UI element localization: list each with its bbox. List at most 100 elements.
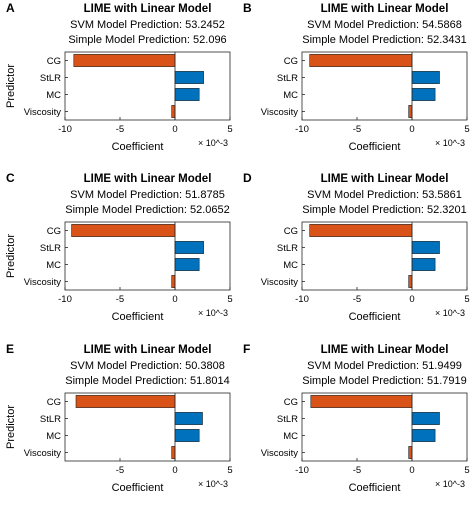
panel-letter: F	[243, 342, 250, 356]
x-axis-label: Coefficient	[112, 141, 164, 153]
chart-title: LIME with Linear Model	[321, 3, 449, 15]
bar-viscosity	[171, 275, 176, 288]
svm-prediction-text: SVM Model Prediction: 50.3808	[70, 360, 225, 372]
x-exponent-label: × 10^-3	[198, 308, 228, 318]
simple-prediction-text: Simple Model Prediction: 51.8014	[65, 375, 229, 387]
axes-box	[301, 392, 468, 462]
svm-prediction-text: SVM Model Prediction: 51.8785	[70, 189, 225, 201]
bar-mc	[174, 88, 200, 101]
y-tick-label: Viscosity	[261, 448, 299, 459]
x-exponent-label: × 10^-3	[198, 479, 228, 489]
chart-title: LIME with Linear Model	[84, 3, 212, 15]
y-tick-label: CG	[47, 226, 61, 237]
chart-title: LIME with Linear Model	[321, 173, 449, 185]
x-tick-label: -5	[353, 465, 361, 476]
x-tick-label: 5	[227, 294, 232, 305]
x-tick-label: 5	[227, 465, 232, 476]
y-tick-label: MC	[46, 90, 61, 101]
bar-viscosity	[171, 105, 176, 118]
y-axis-label: Predictor	[5, 234, 17, 278]
svm-prediction-text: SVM Model Prediction: 53.5861	[307, 189, 462, 201]
bar-cg	[75, 395, 176, 408]
x-axis-label: Coefficient	[112, 311, 164, 323]
axes-box	[64, 392, 231, 462]
y-tick-label: MC	[46, 260, 61, 271]
bar-stlr	[174, 412, 203, 425]
simple-prediction-text: Simple Model Prediction: 52.3431	[302, 34, 466, 46]
bar-mc	[411, 88, 436, 101]
x-tick-label: -10	[295, 465, 309, 476]
bar-stlr	[411, 412, 440, 425]
x-tick-label: 5	[464, 294, 469, 305]
bar-stlr	[174, 241, 204, 254]
bar-cg	[309, 224, 413, 237]
y-tick-label: Viscosity	[261, 277, 299, 288]
y-tick-label: StLR	[277, 414, 298, 425]
bar-mc	[411, 429, 436, 442]
x-tick-label: 5	[464, 124, 469, 135]
svm-prediction-text: SVM Model Prediction: 54.5868	[307, 19, 462, 31]
y-tick-label: MC	[283, 431, 298, 442]
bar-stlr	[411, 241, 440, 254]
bar-cg	[73, 54, 176, 67]
y-tick-label: StLR	[277, 73, 298, 84]
bar-mc	[174, 258, 200, 271]
x-axis-label: Coefficient	[349, 311, 401, 323]
y-tick-label: CG	[284, 226, 298, 237]
y-tick-label: Viscosity	[24, 277, 62, 288]
x-tick-label: 0	[409, 124, 414, 135]
panel-c: C LIME with Linear Model SVM Model Predict…	[5, 171, 233, 323]
bar-cg	[309, 54, 413, 67]
x-tick-label: 0	[409, 294, 414, 305]
svm-prediction-text: SVM Model Prediction: 53.2452	[70, 19, 225, 31]
x-tick-label: -5	[116, 294, 124, 305]
axes-box	[301, 221, 468, 291]
y-tick-label: CG	[47, 56, 61, 67]
x-tick-label: -10	[295, 124, 309, 135]
x-tick-label: -5	[353, 124, 361, 135]
bar-mc	[174, 429, 200, 442]
axes-box	[64, 51, 231, 121]
y-tick-label: Viscosity	[261, 107, 299, 118]
bar-mc	[411, 258, 436, 271]
x-axis-label: Coefficient	[349, 482, 401, 494]
x-tick-label: 5	[464, 465, 469, 476]
panel-b: B LIME with Linear Model SVM Model Predict…	[243, 1, 470, 153]
panel-a: A LIME with Linear Model SVM Model Predict…	[5, 1, 233, 153]
axes-box	[64, 221, 231, 291]
y-tick-label: MC	[46, 431, 61, 442]
x-tick-label: 5	[227, 124, 232, 135]
y-tick-label: CG	[284, 56, 298, 67]
x-axis-label: Coefficient	[112, 482, 164, 494]
panel-letter: C	[6, 171, 15, 185]
simple-prediction-text: Simple Model Prediction: 52.096	[68, 34, 226, 46]
x-exponent-label: × 10^-3	[435, 479, 465, 489]
panel-f: F LIME with Linear Model SVM Model Predict…	[243, 342, 470, 494]
x-tick-label: -5	[353, 294, 361, 305]
x-tick-label: -10	[58, 294, 72, 305]
simple-prediction-text: Simple Model Prediction: 52.3201	[302, 204, 466, 216]
x-tick-label: -10	[295, 294, 309, 305]
x-exponent-label: × 10^-3	[198, 138, 228, 148]
y-tick-label: MC	[283, 260, 298, 271]
x-axis-label: Coefficient	[349, 141, 401, 153]
x-tick-label: -5	[116, 465, 124, 476]
chart-title: LIME with Linear Model	[84, 173, 212, 185]
y-axis-label: Predictor	[5, 405, 17, 449]
bar-viscosity	[408, 105, 413, 118]
bar-cg	[71, 224, 176, 237]
svm-prediction-text: SVM Model Prediction: 51.9499	[307, 360, 462, 372]
x-exponent-label: × 10^-3	[435, 308, 465, 318]
y-tick-label: Viscosity	[24, 107, 62, 118]
bar-stlr	[411, 71, 440, 84]
axes-box	[301, 51, 468, 121]
panel-d: D LIME with Linear Model SVM Model Predict…	[243, 171, 470, 323]
y-tick-label: StLR	[277, 243, 298, 254]
y-tick-label: StLR	[40, 73, 61, 84]
simple-prediction-text: Simple Model Prediction: 52.0652	[65, 204, 229, 216]
x-tick-label: 0	[172, 465, 177, 476]
bar-viscosity	[171, 446, 176, 459]
chart-title: LIME with Linear Model	[321, 344, 449, 356]
simple-prediction-text: Simple Model Prediction: 51.7919	[302, 375, 466, 387]
